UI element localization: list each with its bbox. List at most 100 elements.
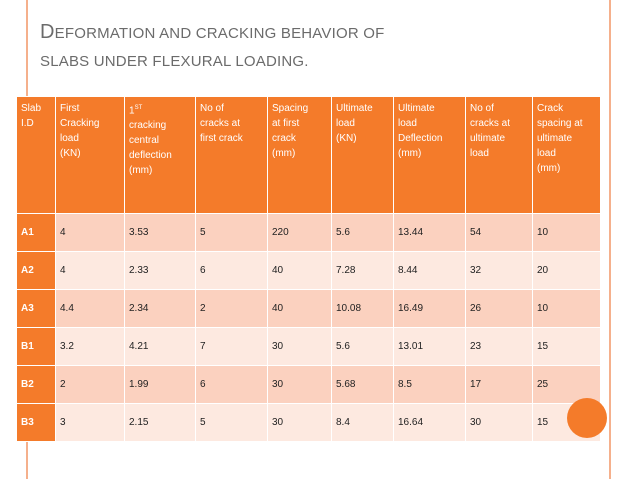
table-cell: 4 [55,213,125,252]
table-cell: 30 [267,403,332,442]
table-cell: 26 [465,289,533,328]
header-text: central [129,135,160,147]
table-cell: 32 [465,251,533,290]
table-cell: 4 [55,251,125,290]
header-text: load [470,148,489,159]
table-cell: 2.34 [124,289,196,328]
table-cell: 5.6 [331,327,394,366]
table-cell: 23 [465,327,533,366]
header-text: Crack [537,103,564,114]
table-cell: 3 [55,403,125,442]
header-text: (mm) [272,148,296,159]
slab-id-cell: B2 [16,365,56,404]
header-row: Slab I.D First Cracking load (KN) 1ST cracking c… [16,96,601,214]
slab-id-cell: A2 [16,251,56,290]
decorative-circle [567,398,607,438]
table-row: A3 4.4 2.34 2 40 10.08 16.49 26 10 [16,289,601,328]
slab-id-cell: A1 [16,213,56,252]
header-text: spacing at [537,118,583,129]
header-text: Ultimate [398,103,435,114]
header-text: Slab [21,103,42,114]
header-text: 1 [129,105,135,117]
column-header: Ultimate load (KN) [331,96,394,214]
table-cell: 3.53 [124,213,196,252]
table-cell: 2.15 [124,403,196,442]
header-text: (mm) [537,163,561,174]
table-cell: 10 [532,213,601,252]
table-cell: 16.49 [393,289,466,328]
slide-title: Deformation and cracking behavior of sla… [40,18,580,76]
column-header: Spacing at first crack (mm) [267,96,332,214]
header-text: (mm) [129,165,153,177]
header-text: No of [470,103,494,114]
header-text: load [398,118,417,129]
header-text: first crack [200,133,243,144]
header-text: crack [272,133,296,144]
column-header: 1ST cracking central deflection (mm) [124,96,196,214]
table-row: B3 3 2.15 5 30 8.4 16.64 30 15 [16,403,601,442]
column-header: First Cracking load (KN) [55,96,125,214]
table-cell: 40 [267,251,332,290]
column-header: No of cracks at ultimate load [465,96,533,214]
header-text: load [336,118,355,129]
table-cell: 30 [267,327,332,366]
table-cell: 8.4 [331,403,394,442]
table-cell: 54 [465,213,533,252]
header-text: Deflection [398,133,443,144]
table-cell: 6 [195,365,268,404]
table-cell: 20 [532,251,601,290]
header-text: Spacing [272,103,309,114]
table-cell: 25 [532,365,601,404]
title-line2: slabs under flexural loading. [40,53,309,70]
table-cell: 30 [465,403,533,442]
header-text: (mm) [398,148,422,159]
header-text: load [537,148,556,159]
table-cell: 4.4 [55,289,125,328]
header-text: load [60,133,79,144]
table-cell: 3.2 [55,327,125,366]
table-cell: 7.28 [331,251,394,290]
table-cell: 16.64 [393,403,466,442]
table-row: B2 2 1.99 6 30 5.68 8.5 17 25 [16,365,601,404]
title-line1: eformation and cracking behavior of [54,25,385,42]
right-rule [609,0,611,479]
table-cell: 7 [195,327,268,366]
header-text: cracking [129,120,167,132]
table-cell: 6 [195,251,268,290]
table-cell: 2 [195,289,268,328]
slab-id-cell: B1 [16,327,56,366]
header-text: (KN) [60,148,81,159]
column-header: Ultimate load Deflection (mm) [393,96,466,214]
slab-id-cell: A3 [16,289,56,328]
header-text: deflection [129,150,172,162]
table-cell: 4.21 [124,327,196,366]
table-cell: 5.6 [331,213,394,252]
header-text: ultimate [470,133,506,144]
header-text: No of [200,103,224,114]
column-header: No of cracks at first crack [195,96,268,214]
table-cell: 10 [532,289,601,328]
header-text: at first [272,118,300,129]
column-header: Crack spacing at ultimate load (mm) [532,96,601,214]
table-row: B1 3.2 4.21 7 30 5.6 13.01 23 15 [16,327,601,366]
results-table: Slab I.D First Cracking load (KN) 1ST cracking c… [16,96,601,442]
table-cell: 2 [55,365,125,404]
header-text: ultimate [537,133,573,144]
header-superscript: ST [134,105,143,111]
title-initial: D [40,21,55,43]
table-cell: 30 [267,365,332,404]
table-row: A2 4 2.33 6 40 7.28 8.44 32 20 [16,251,601,290]
table-cell: 15 [532,327,601,366]
slab-id-cell: B3 [16,403,56,442]
table-cell: 1.99 [124,365,196,404]
header-text: (KN) [336,133,357,144]
table-cell: 8.5 [393,365,466,404]
table-row: A1 4 3.53 5 220 5.6 13.44 54 10 [16,213,601,252]
header-text: cracks at [200,118,241,129]
header-text: Ultimate [336,103,373,114]
table-cell: 8.44 [393,251,466,290]
header-text: First [60,103,80,114]
table-cell: 40 [267,289,332,328]
header-text: Cracking [60,118,100,129]
table-cell: 220 [267,213,332,252]
